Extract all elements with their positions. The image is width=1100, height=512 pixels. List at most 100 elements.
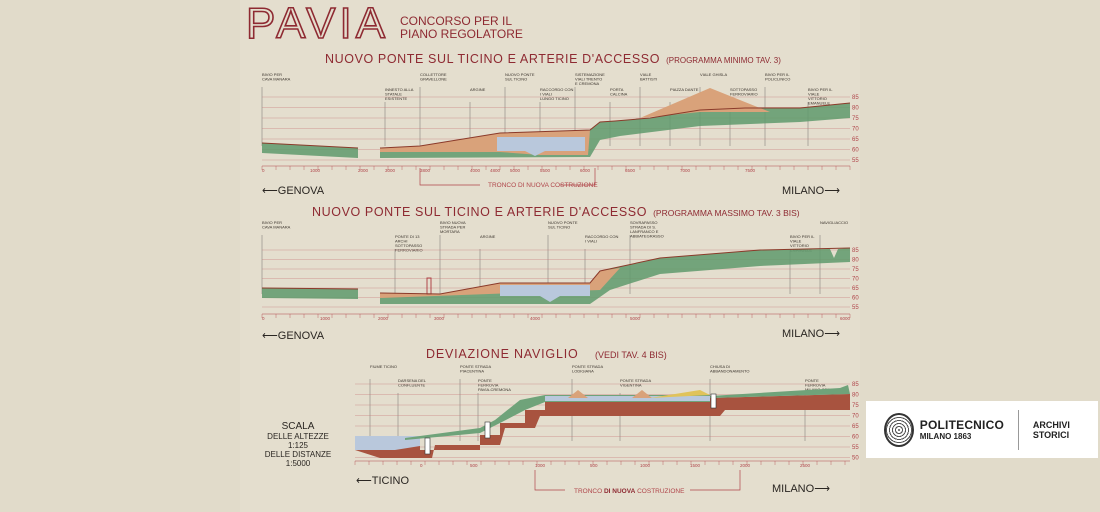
distance-label: 2000 bbox=[378, 316, 389, 321]
distance-label: 2500 bbox=[800, 463, 811, 468]
svg-text:DELLE DISTANZE: DELLE DISTANZE bbox=[265, 450, 332, 459]
station-label: BIVIO PER IL POLICLINICO bbox=[765, 72, 790, 82]
distance-label: 6500 bbox=[625, 168, 636, 173]
politecnico-logo-banner[interactable]: POLITECNICO MILANO 1863 ARCHIVI STORICI bbox=[866, 401, 1098, 458]
direction-genova-2: ⟵GENOVA bbox=[262, 330, 325, 342]
station-label: VIALE BATTISTI bbox=[640, 72, 657, 82]
distance-label: 5500 bbox=[540, 168, 551, 173]
distance-label: 5000 bbox=[630, 316, 641, 321]
station-label: RACCORDO CON I VIALI LUNGO TICINO bbox=[540, 87, 574, 101]
section3-title: DEVIAZIONE NAVIGLIO bbox=[426, 347, 579, 361]
elevation-tick-label: 50 bbox=[852, 456, 859, 462]
station-label: PONTE STRADA PIACENTINA bbox=[460, 364, 492, 374]
distance-label: 3000 bbox=[385, 168, 396, 173]
distance-label: 4000 bbox=[470, 168, 481, 173]
elevation-tick-label: 80 bbox=[852, 106, 859, 112]
politecnico-seal-icon bbox=[884, 412, 914, 447]
elevation-tick-label: 85 bbox=[852, 382, 859, 388]
elevation-tick-label: 70 bbox=[852, 127, 859, 133]
elevation-tick-label: 60 bbox=[852, 148, 859, 154]
distance-label: 1000 bbox=[320, 316, 331, 321]
distance-label: 6000 bbox=[840, 316, 851, 321]
logo-name: POLITECNICO bbox=[919, 417, 1004, 432]
section1-segment-label: TRONCO DI NUOVA COSTRUZIONE bbox=[488, 182, 598, 189]
station-label: BIVIO PER CAVA MANARA bbox=[262, 220, 291, 230]
distance-label: 2000 bbox=[740, 463, 751, 468]
section3-segment-label: TRONCO DI NUOVA COSTRUZIONE bbox=[574, 488, 685, 495]
distance-label: 500 bbox=[470, 463, 478, 468]
profile-section-naviglio: DEVIAZIONE NAVIGLIO (VEDI TAV. 4 BIS) FI… bbox=[354, 347, 859, 495]
archivi-storici-link[interactable]: ARCHIVI STORICI bbox=[1032, 419, 1070, 440]
station-label: VIALE GHISLA bbox=[700, 72, 727, 77]
station-label: CHIUSA DI ABBANDONAMENTO bbox=[710, 364, 750, 374]
svg-text:DELLE ALTEZZE: DELLE ALTEZZE bbox=[267, 432, 329, 441]
elevation-tick-label: 60 bbox=[852, 435, 859, 441]
direction-milano-3: MILANO⟶ bbox=[772, 483, 830, 495]
section3-note: (VEDI TAV. 4 BIS) bbox=[595, 350, 667, 360]
elevation-tick-label: 75 bbox=[852, 116, 859, 122]
svg-text:1:5000: 1:5000 bbox=[286, 459, 311, 468]
elevation-tick-label: 75 bbox=[852, 267, 859, 273]
station-label: PONTE STRADA VIGENTINA bbox=[620, 378, 652, 388]
elevation-tick-label: 65 bbox=[852, 137, 859, 143]
elevation-tick-label: 60 bbox=[852, 296, 859, 302]
elevation-tick-label: 55 bbox=[852, 305, 859, 311]
subtitle-line2: PIANO REGOLATORE bbox=[400, 27, 523, 41]
station-label: BIVIO PER IL VIALE VITTORIO EMANUELE bbox=[808, 87, 833, 106]
elevation-tick-label: 55 bbox=[852, 158, 859, 164]
distance-label: 3800 bbox=[420, 168, 431, 173]
svg-text:SCALA: SCALA bbox=[282, 421, 315, 432]
direction-genova-1: ⟵GENOVA bbox=[262, 185, 325, 197]
direction-ticino: ⟵TICINO bbox=[356, 475, 410, 487]
station-label: ARGINE bbox=[470, 87, 486, 92]
station-label: PORTA CALCINA bbox=[610, 87, 628, 97]
station-label: NUOVO PONTE SUL TICINO bbox=[505, 72, 536, 82]
station-label: PONTE FERROVIA PAVIA-CREMONA bbox=[478, 378, 511, 392]
distance-label: 6000 bbox=[580, 168, 591, 173]
elevation-tick-label: 70 bbox=[852, 277, 859, 283]
station-label: SOTTOPASSO FERROVIARIO bbox=[730, 87, 758, 97]
elevation-tick-label: 85 bbox=[852, 248, 859, 254]
station-label: PONTE DI 13 ARCHI SOTTOPASSO FERROVIARIO bbox=[395, 234, 423, 253]
distance-label: 1500 bbox=[690, 463, 701, 468]
station-label: PONTE STRADA LODIGIANA bbox=[572, 364, 604, 374]
elevation-tick-label: 75 bbox=[852, 403, 859, 409]
logo-divider bbox=[1017, 409, 1019, 450]
distance-label: 5000 bbox=[510, 168, 521, 173]
elevation-tick-label: 80 bbox=[852, 393, 859, 399]
distance-label: 2000 bbox=[358, 168, 369, 173]
scale-legend: SCALA DELLE ALTEZZE 1:125 DELLE DISTANZE… bbox=[265, 421, 332, 468]
station-label: RACCORDO CON I VIALI bbox=[585, 234, 619, 244]
station-label: FIUME TICINO bbox=[370, 364, 397, 369]
station-label: COLLETTORE GRAVELLONE bbox=[420, 72, 448, 82]
station-label: SOVRAPASSO STRADA DI S. LANFRANCO E ABBI… bbox=[630, 220, 664, 239]
section1-note: (PROGRAMMA MINIMO TAV. 3) bbox=[666, 56, 781, 65]
section2-note: (PROGRAMMA MASSIMO TAV. 3 BIS) bbox=[653, 208, 800, 218]
section2-title: NUOVO PONTE SUL TICINO E ARTERIE D'ACCES… bbox=[312, 205, 647, 219]
distance-label: 0 bbox=[262, 168, 265, 173]
distance-label: 500 bbox=[590, 463, 598, 468]
distance-label: 1000 bbox=[310, 168, 321, 173]
station-label: NAVIGLIACCIO bbox=[820, 220, 848, 225]
station-label: SISTEMAZIONE VIALI TRENTO E CREMONA bbox=[575, 72, 606, 86]
station-label: DARSENA DEL CONFLUENTE bbox=[398, 378, 427, 388]
distance-label: 7500 bbox=[745, 168, 756, 173]
section1-title: NUOVO PONTE SUL TICINO E ARTERIE D'ACCES… bbox=[325, 52, 660, 66]
distance-label: 1000 bbox=[640, 463, 651, 468]
distance-label: 3000 bbox=[434, 316, 445, 321]
direction-milano-1: MILANO⟶ bbox=[782, 185, 840, 197]
distance-label: 1000 bbox=[535, 463, 546, 468]
distance-label: 4000 bbox=[530, 316, 541, 321]
distance-label: 7000 bbox=[680, 168, 691, 173]
elevation-tick-label: 85 bbox=[852, 95, 859, 101]
elevation-tick-label: 65 bbox=[852, 424, 859, 430]
profile-section-minimo: NUOVO PONTE SUL TICINO E ARTERIE D'ACCES… bbox=[261, 52, 859, 197]
station-label: PIAZZA DANTE bbox=[670, 87, 699, 92]
station-label: BIVIO NUOVA STRADA PER MORTARA bbox=[440, 220, 467, 234]
distance-label: 0 bbox=[420, 463, 423, 468]
elevation-tick-label: 55 bbox=[852, 445, 859, 451]
station-label: BIVIO PER CAVA MANARA bbox=[262, 72, 291, 82]
station-label: INNESTO ALLA STATALE ESISTENTE bbox=[385, 87, 414, 101]
elevation-tick-label: 65 bbox=[852, 286, 859, 292]
